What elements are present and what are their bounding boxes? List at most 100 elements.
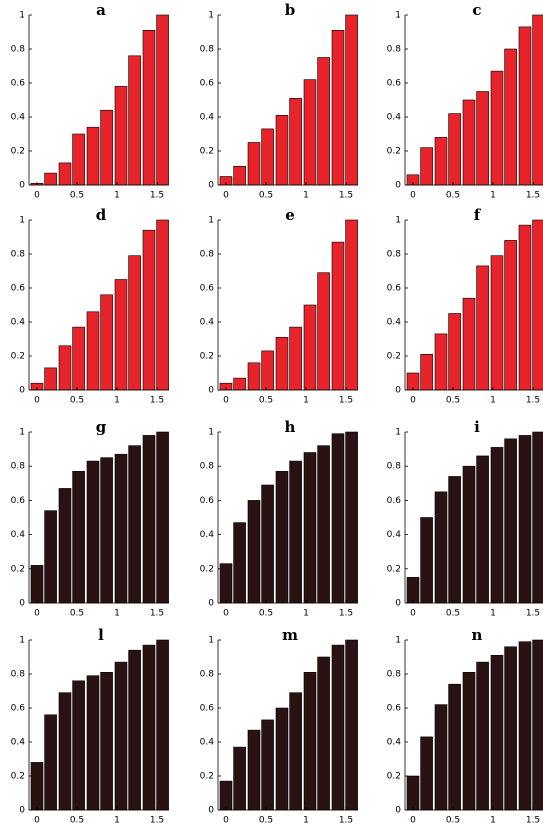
- bar: [303, 671, 317, 811]
- x-tick-label: 1: [490, 191, 496, 201]
- chart-title: g: [96, 418, 107, 436]
- x-tick-label: 0.5: [446, 396, 460, 406]
- bar: [275, 707, 289, 811]
- x-tick-label: 1.5: [339, 191, 353, 201]
- y-tick-label: 0.8: [11, 462, 26, 472]
- x-tick-label: 1.5: [150, 609, 164, 619]
- x-tick-label: 0.5: [259, 191, 273, 201]
- bar: [219, 780, 233, 811]
- y-tick-label: 0.2: [11, 147, 25, 157]
- x-tick-label: 0.5: [70, 816, 84, 826]
- x-tick-label: 0: [34, 816, 40, 826]
- x-tick-label: 1.5: [526, 609, 540, 619]
- bar: [490, 447, 504, 604]
- y-tick-label: 0.6: [11, 704, 26, 714]
- bar: [420, 736, 433, 811]
- y-tick-label: 1: [395, 428, 401, 438]
- bar: [476, 661, 489, 811]
- bar: [247, 729, 261, 811]
- x-tick-label: 0.5: [70, 609, 84, 619]
- x-tick-label: 0: [223, 191, 229, 201]
- bar: [142, 229, 156, 391]
- bar: [345, 14, 358, 186]
- bar: [86, 311, 100, 391]
- bar: [448, 313, 461, 391]
- x-tick-label: 1.5: [339, 396, 353, 406]
- y-tick-label: 1: [208, 428, 214, 438]
- bar: [476, 455, 489, 604]
- x-tick-label: 1: [114, 396, 120, 406]
- y-tick-label: 0.8: [11, 250, 26, 260]
- bar: [434, 491, 448, 604]
- x-tick-label: 0: [34, 609, 40, 619]
- bar: [504, 240, 517, 391]
- y-tick-label: 0.2: [387, 772, 401, 782]
- y-tick-label: 0.4: [11, 530, 26, 540]
- bar: [86, 460, 100, 604]
- y-tick-label: 0.2: [200, 564, 214, 574]
- bar: [532, 219, 543, 391]
- bar: [434, 704, 448, 811]
- bar: [331, 433, 345, 604]
- y-tick-label: 0.4: [11, 738, 26, 748]
- y-tick-label: 0.4: [200, 113, 215, 123]
- bar: [72, 133, 85, 186]
- y-tick-label: 0.6: [387, 704, 402, 714]
- y-tick-label: 0: [19, 386, 25, 396]
- bar: [44, 367, 57, 391]
- x-tick-label: 1.5: [526, 191, 540, 201]
- y-tick-label: 0.6: [11, 79, 26, 89]
- bar: [317, 445, 330, 604]
- y-tick-label: 0: [395, 386, 401, 396]
- bar: [30, 565, 44, 604]
- bar: [345, 219, 358, 391]
- bar: [490, 255, 504, 391]
- y-tick-label: 0.4: [387, 318, 402, 328]
- y-tick-label: 0.6: [387, 496, 402, 506]
- bar: [128, 55, 141, 186]
- bar: [490, 70, 504, 186]
- bar: [462, 465, 476, 604]
- bar: [44, 714, 57, 811]
- bar: [434, 137, 448, 186]
- y-tick-label: 1: [395, 11, 401, 21]
- bar: [476, 91, 489, 186]
- y-tick-label: 0.2: [11, 772, 25, 782]
- bar: [261, 719, 274, 811]
- bar: [504, 48, 517, 186]
- x-tick-label: 1: [490, 396, 496, 406]
- x-tick-label: 1.5: [150, 191, 164, 201]
- bar: [303, 79, 317, 186]
- x-tick-label: 1: [114, 191, 120, 201]
- bar: [233, 522, 246, 604]
- bar: [303, 452, 317, 604]
- bar: [462, 99, 476, 186]
- y-tick-label: 0: [19, 599, 25, 609]
- bar: [261, 484, 274, 604]
- y-tick-label: 0.8: [200, 250, 215, 260]
- y-tick-label: 0: [208, 181, 214, 191]
- x-tick-label: 1: [303, 609, 309, 619]
- y-tick-label: 0.6: [11, 496, 26, 506]
- x-tick-label: 0: [223, 609, 229, 619]
- bar: [462, 297, 476, 391]
- x-tick-label: 1.5: [150, 396, 164, 406]
- bar: [462, 671, 476, 811]
- y-tick-label: 1: [19, 636, 25, 646]
- y-tick-label: 0.6: [387, 284, 402, 294]
- bar: [100, 294, 113, 391]
- x-tick-label: 0.5: [446, 609, 460, 619]
- x-tick-label: 0: [410, 396, 416, 406]
- bar: [518, 435, 532, 604]
- x-tick-label: 0: [34, 191, 40, 201]
- y-tick-label: 0.8: [387, 45, 402, 55]
- y-tick-label: 0.8: [11, 45, 26, 55]
- x-tick-label: 1: [114, 609, 120, 619]
- y-tick-label: 0.4: [11, 318, 26, 328]
- y-tick-label: 0.6: [387, 79, 402, 89]
- bar: [86, 675, 100, 811]
- y-tick-label: 1: [208, 11, 214, 21]
- bar: [476, 265, 489, 391]
- bar: [261, 350, 274, 391]
- bar: [532, 639, 543, 811]
